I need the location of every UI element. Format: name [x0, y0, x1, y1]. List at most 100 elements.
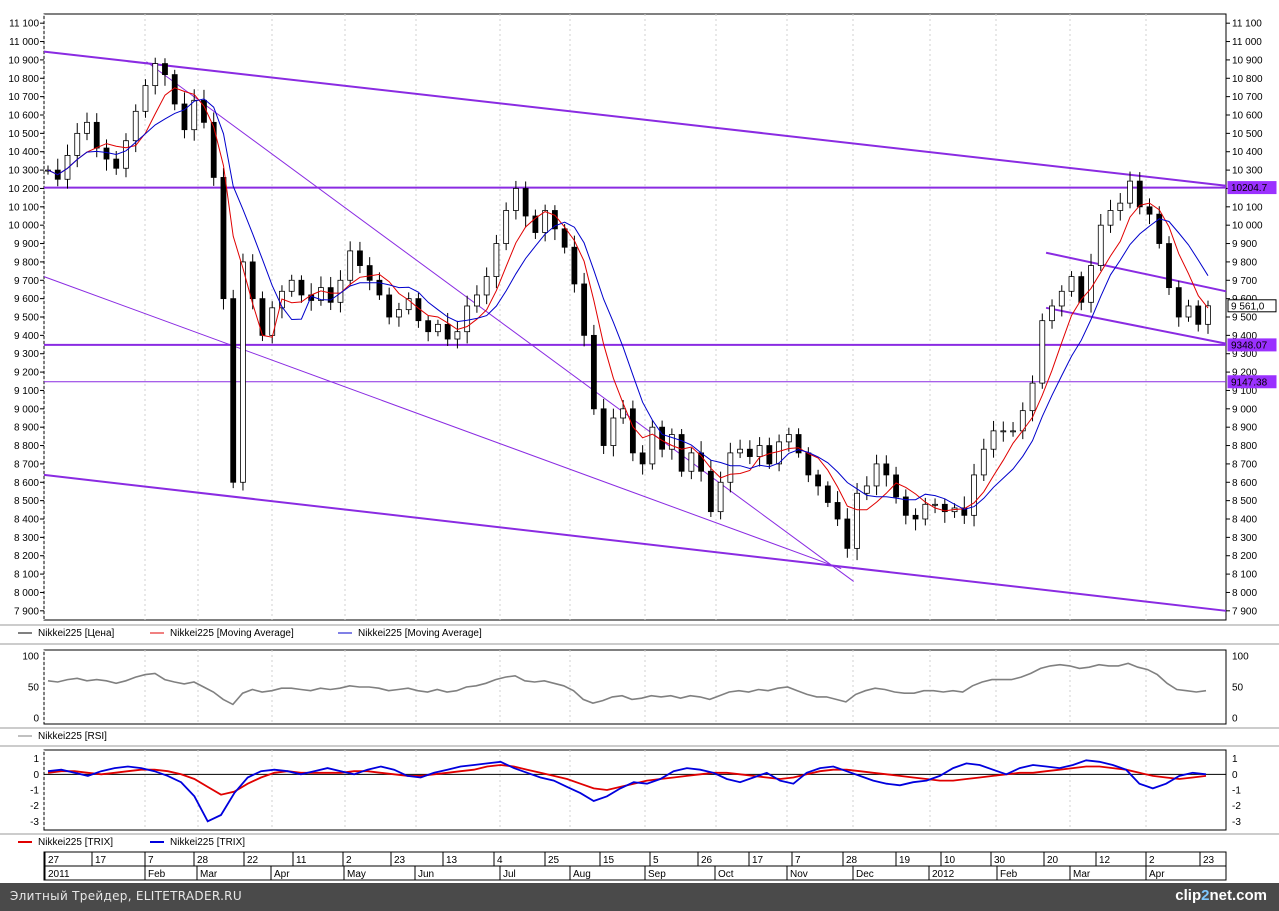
y-tick-label-right: 0 [1232, 714, 1238, 725]
candle-body [746, 448, 753, 457]
y-tick-label-right: -3 [1232, 817, 1241, 828]
y-tick-label-right: 8 500 [1232, 496, 1257, 507]
brand-logo[interactable]: clip2net.com [1175, 887, 1267, 904]
month-label: Mar [200, 869, 218, 880]
candle-body [1097, 224, 1104, 266]
candle-body [142, 85, 149, 112]
candle-body [1078, 276, 1085, 303]
day-label: 22 [247, 855, 259, 866]
day-label: 17 [95, 855, 107, 866]
day-label: 28 [197, 855, 209, 866]
candle-body [84, 121, 90, 134]
footer-title: Элитный Трейдер, ELITETRADER.RU [10, 889, 242, 903]
y-tick-label-left: -1 [30, 786, 39, 797]
y-tick-label-right: 10 300 [1232, 166, 1263, 177]
trix-panel: 1 1 0 0 -1 -1 -2 -2 -3 -3 [30, 749, 1241, 831]
candle-body [600, 408, 607, 446]
candle-body [561, 228, 568, 248]
trendline [1045, 251, 1227, 293]
legend-label: Nikkei225 [TRIX] [170, 837, 245, 848]
candle-body [298, 279, 305, 296]
candle-body [1117, 202, 1124, 211]
candle-body [1107, 210, 1114, 226]
rsi-line [47, 662, 1207, 706]
y-tick-label-left: 9 100 [14, 386, 39, 397]
day-label: 7 [148, 855, 154, 866]
y-tick-label-right: 50 [1232, 683, 1244, 694]
y-tick-label-left: 10 200 [8, 184, 39, 195]
day-label: 23 [394, 855, 406, 866]
price-label: 10204.7 [1231, 183, 1268, 194]
y-tick-label-right: 7 900 [1232, 606, 1257, 617]
candle-body [1039, 320, 1046, 384]
y-tick-label-left: 8 500 [14, 496, 39, 507]
y-tick-label-right: 10 800 [1232, 74, 1263, 85]
candle-body [649, 426, 656, 465]
candle-body [1205, 305, 1211, 325]
candle-body [795, 434, 802, 454]
y-tick-label-left: 100 [22, 652, 39, 663]
candle-body [454, 331, 461, 340]
y-tick-label-left: 10 600 [8, 111, 39, 122]
y-tick-label-left: 9 700 [14, 276, 39, 287]
candle-body [1029, 382, 1036, 412]
candle-body [1166, 243, 1172, 289]
y-tick-label-left: 9 600 [14, 294, 39, 305]
candle-body [405, 298, 412, 311]
candle-body [893, 474, 899, 498]
candle-body [191, 99, 198, 131]
candle-body [863, 485, 870, 494]
y-tick-label-right: 0 [1232, 770, 1238, 781]
candle-body [1058, 290, 1065, 307]
candle-body [659, 426, 666, 450]
y-tick-label-left: 0 [33, 714, 39, 725]
candle-body [678, 434, 685, 472]
candle-body [1068, 276, 1075, 292]
candle-body [883, 463, 890, 476]
candle-body [844, 518, 851, 549]
candle-body [932, 503, 938, 506]
y-tick-label-right: -1 [1232, 786, 1241, 797]
price-label-box [1227, 299, 1277, 313]
y-tick-label-left: 9 000 [14, 404, 39, 415]
y-tick-label-left: -2 [30, 801, 39, 812]
candle-body [902, 496, 909, 516]
candle-body [493, 243, 500, 278]
y-tick-label-right: 8 800 [1232, 441, 1257, 452]
y-tick-label-right: 11 000 [1232, 37, 1262, 48]
rsi-legend: Nikkei225 [RSI] [0, 727, 1279, 747]
day-label: 10 [944, 855, 956, 866]
y-tick-label-right: -2 [1232, 801, 1241, 812]
candle-body [103, 147, 110, 160]
candle-body [347, 250, 354, 281]
day-label: 4 [497, 855, 503, 866]
y-tick-label-left: 9 400 [14, 331, 39, 342]
candle-body [162, 63, 168, 75]
y-tick-label-right: 8 000 [1232, 588, 1257, 599]
y-tick-label-left: -3 [30, 817, 39, 828]
candle-body [629, 408, 636, 454]
y-tick-label-left: 10 100 [8, 202, 39, 213]
candle-body [551, 210, 558, 230]
day-label: 20 [1047, 855, 1059, 866]
candle-body [123, 140, 129, 169]
trendline [43, 473, 1227, 612]
moving-average-line [47, 87, 1209, 512]
day-label: 12 [1099, 855, 1111, 866]
trix-plot-frame [43, 749, 1227, 831]
y-tick-label-right: 1 [1232, 754, 1238, 765]
candle-body [590, 334, 597, 410]
y-tick-label-left: 9 900 [14, 239, 39, 250]
candle-body [288, 279, 295, 292]
candle-body [210, 121, 217, 178]
candle-body [220, 177, 227, 300]
y-tick-label-left: 10 700 [8, 92, 39, 103]
brand-part: .com [1231, 887, 1267, 904]
candle-body [776, 441, 782, 465]
trix-legend: Nikkei225 [TRIX] Nikkei225 [TRIX] [0, 833, 1279, 848]
candle-body [74, 132, 81, 156]
day-label: 15 [603, 855, 615, 866]
y-tick-label-right: 8 600 [1232, 478, 1257, 489]
y-tick-label-right: 8 200 [1232, 551, 1257, 562]
month-label: Dec [856, 869, 874, 880]
